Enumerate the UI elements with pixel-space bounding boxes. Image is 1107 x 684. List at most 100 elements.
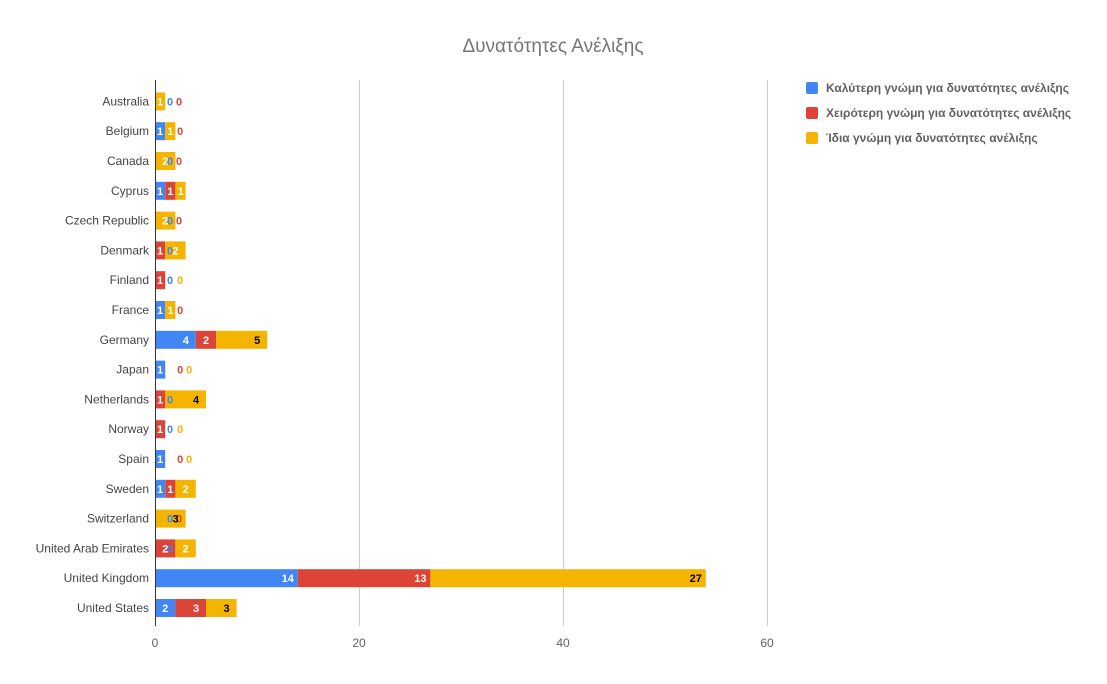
bar-segment: [195, 330, 217, 349]
bar-segment: [155, 569, 298, 588]
category-label: Norway: [108, 422, 149, 436]
data-label: 1: [157, 186, 163, 198]
bar-segment: [155, 92, 166, 111]
data-label: 2: [162, 543, 168, 555]
data-label: 2: [172, 245, 178, 257]
gridlines: [359, 80, 768, 626]
data-label: 3: [224, 603, 230, 615]
data-label: 0: [177, 424, 183, 436]
data-label: 5: [254, 335, 260, 347]
data-label: 1: [157, 454, 163, 466]
data-label: 2: [162, 156, 168, 168]
data-label: 0: [177, 454, 183, 466]
data-label: 0: [177, 365, 183, 377]
data-label: 27: [690, 573, 702, 585]
data-label: 1: [157, 96, 163, 108]
data-label: 1: [157, 424, 163, 436]
data-label: 0: [167, 514, 173, 526]
bar-segment: [155, 271, 166, 290]
data-label: 0: [167, 543, 173, 555]
legend-label: Καλύτερη γνώμη για δυνατότητες ανέλιξης: [826, 81, 1069, 95]
bar-segment: [155, 539, 176, 558]
bar-segment: [155, 152, 176, 170]
bar-segment: [165, 390, 206, 409]
legend-label: Ίδια γνώμη για δυνατότητες ανέλιξης: [826, 131, 1038, 145]
bar-segment: [155, 599, 176, 617]
x-tick-label: 0: [152, 636, 159, 650]
data-label: 0: [167, 424, 173, 436]
bar-segment: [297, 569, 431, 588]
data-label: 0: [167, 245, 173, 257]
data-label: 1: [157, 394, 163, 406]
bar-segment: [175, 599, 206, 617]
bar-segment: [155, 420, 166, 439]
category-label: Germany: [100, 333, 149, 347]
data-label: 1: [167, 186, 173, 198]
data-label: 4: [183, 335, 190, 347]
bar-segment: [155, 390, 166, 409]
data-label: 3: [193, 603, 199, 615]
bar-segment: [165, 241, 186, 260]
bar-segment: [155, 450, 166, 468]
data-label: 1: [167, 126, 173, 138]
data-label: 13: [414, 573, 426, 585]
x-tick-label: 60: [760, 636, 774, 650]
category-label: Australia: [102, 94, 149, 108]
category-label: France: [112, 303, 150, 317]
bar-segment: [165, 301, 176, 319]
data-label: 1: [157, 305, 163, 317]
data-label: 4: [193, 394, 200, 406]
category-label: Czech Republic: [65, 214, 149, 228]
category-label: Cyprus: [111, 184, 149, 198]
data-label: 2: [183, 543, 189, 555]
category-label: Canada: [107, 154, 149, 168]
data-label: 2: [203, 335, 209, 347]
data-label: 0: [176, 216, 182, 228]
x-tick-label: 20: [352, 636, 366, 650]
bar-segment: [155, 181, 166, 200]
data-label: 0: [167, 394, 173, 406]
bar-segment: [165, 479, 176, 498]
category-label: United Arab Emirates: [36, 541, 149, 555]
category-label: Spain: [118, 452, 149, 466]
data-label: 3: [173, 514, 179, 526]
bars: [155, 92, 706, 617]
bar-segment: [206, 599, 237, 617]
bar-segment: [175, 181, 186, 200]
data-label: 1: [157, 126, 163, 138]
x-tick-labels: 0 20 40 60: [152, 636, 774, 650]
legend-label: Χειρότερη γνώμη για δυνατότητες ανέλιξης: [826, 106, 1071, 120]
data-label: 0: [186, 454, 192, 466]
category-label: Finland: [110, 273, 149, 287]
legend-swatch: [806, 82, 818, 94]
data-label: 1: [157, 275, 163, 287]
bar-segment: [165, 181, 176, 200]
data-label: 0: [167, 96, 173, 108]
bar-segment: [175, 479, 196, 498]
data-label: 0: [176, 514, 182, 526]
data-label: 1: [167, 305, 173, 317]
category-label: Denmark: [100, 243, 150, 257]
data-label: 1: [157, 484, 163, 496]
data-label: 0: [176, 96, 182, 108]
data-label: 0: [177, 275, 183, 287]
category-labels: Australia Belgium Canada Cyprus Czech Republ…: [36, 94, 150, 615]
category-label: Japan: [116, 363, 149, 377]
data-label: 1: [157, 245, 163, 257]
category-label: Belgium: [106, 124, 149, 138]
data-label: 0: [177, 126, 183, 138]
legend: Καλύτερη γνώμη για δυνατότητες ανέλιξης Χ…: [806, 81, 1071, 145]
data-label: 1: [167, 484, 173, 496]
legend-swatch: [806, 132, 818, 144]
data-label: 2: [183, 484, 189, 496]
bar-segment: [155, 479, 166, 498]
x-tick-label: 40: [556, 636, 570, 650]
category-label: Sweden: [106, 482, 149, 496]
bar-segment: [155, 122, 166, 141]
data-label: 0: [176, 156, 182, 168]
bar-segment: [430, 569, 706, 588]
category-label: Switzerland: [87, 512, 149, 526]
bar-segment: [155, 330, 196, 349]
